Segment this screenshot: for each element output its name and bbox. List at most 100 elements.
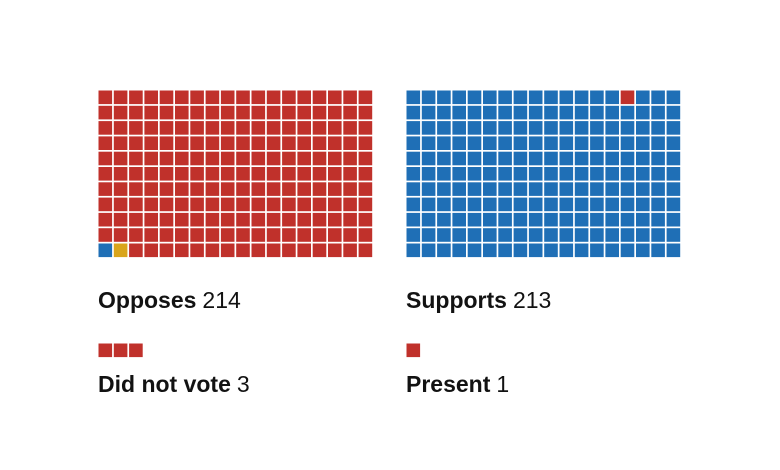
supports-vote-square xyxy=(574,105,589,120)
opposes-count: 214 xyxy=(202,287,241,313)
supports-vote-square xyxy=(590,151,604,166)
supports-vote-square xyxy=(437,121,451,135)
supports-vote-square xyxy=(574,212,589,227)
opposes-vote-square xyxy=(297,228,311,242)
opposes-vote-square xyxy=(98,243,113,258)
supports-vote-square xyxy=(406,243,421,258)
supports-vote-square xyxy=(574,136,589,150)
opposes-vote-square xyxy=(175,243,189,258)
supports-vote-square xyxy=(452,243,466,258)
opposes-vote-square xyxy=(328,121,342,135)
present-label: Present 1 xyxy=(406,370,509,398)
opposes-vote-square xyxy=(266,167,281,181)
opposes-vote-square xyxy=(220,182,235,196)
supports-vote-square xyxy=(544,243,558,258)
opposes-vote-square xyxy=(159,136,174,150)
supports-vote-square xyxy=(666,121,681,135)
supports-vote-square xyxy=(574,90,589,105)
opposes-vote-square xyxy=(251,243,266,258)
supports-label: Supports 213 xyxy=(406,286,551,314)
opposes-vote-square xyxy=(358,136,373,150)
opposes-vote-square xyxy=(205,243,220,258)
opposes-vote-square xyxy=(220,167,235,181)
supports-vote-square xyxy=(467,228,482,242)
opposes-vote-square xyxy=(144,121,158,135)
opposes-vote-square xyxy=(328,228,342,242)
opposes-vote-square xyxy=(328,105,342,120)
supports-vote-square xyxy=(452,197,466,212)
opposes-vote-square xyxy=(98,167,113,181)
supports-vote-square xyxy=(528,136,543,150)
supports-vote-square xyxy=(544,90,558,105)
supports-vote-square xyxy=(406,167,421,181)
opposes-vote-square xyxy=(358,228,373,242)
supports-vote-square xyxy=(483,105,497,120)
opposes-vote-square xyxy=(358,243,373,258)
supports-vote-square xyxy=(636,121,650,135)
did-not-vote-square xyxy=(129,343,143,358)
opposes-vote-square xyxy=(113,90,128,105)
opposes-vote-square xyxy=(98,182,113,196)
supports-vote-square xyxy=(544,182,558,196)
supports-vote-square xyxy=(467,136,482,150)
supports-vote-square xyxy=(437,243,451,258)
supports-vote-square xyxy=(513,167,528,181)
opposes-vote-square xyxy=(175,151,189,166)
opposes-vote-square xyxy=(190,136,204,150)
supports-vote-square xyxy=(513,212,528,227)
supports-vote-square xyxy=(421,167,436,181)
supports-vote-square xyxy=(467,151,482,166)
supports-vote-square xyxy=(636,243,650,258)
supports-vote-square xyxy=(421,136,436,150)
supports-vote-square xyxy=(437,136,451,150)
opposes-vote-square xyxy=(343,228,357,242)
supports-vote-square xyxy=(605,212,619,227)
opposes-vote-square xyxy=(328,212,342,227)
supports-vote-square xyxy=(620,136,635,150)
opposes-vote-square xyxy=(251,90,266,105)
opposes-vote-square xyxy=(175,167,189,181)
supports-vote-square xyxy=(636,197,650,212)
supports-vote-square xyxy=(590,212,604,227)
supports-vote-square xyxy=(605,228,619,242)
supports-vote-square xyxy=(498,212,512,227)
supports-vote-square xyxy=(559,212,574,227)
supports-vote-square xyxy=(498,121,512,135)
supports-vote-square xyxy=(605,90,619,105)
supports-vote-square xyxy=(528,197,543,212)
opposes-vote-square xyxy=(144,167,158,181)
supports-vote-square xyxy=(437,182,451,196)
opposes-vote-square xyxy=(220,136,235,150)
opposes-vote-square xyxy=(282,243,296,258)
opposes-vote-square xyxy=(113,243,128,258)
supports-vote-square xyxy=(605,105,619,120)
opposes-vote-square xyxy=(328,167,342,181)
opposes-vote-square xyxy=(282,212,296,227)
opposes-vote-square xyxy=(129,105,143,120)
opposes-vote-square xyxy=(282,182,296,196)
opposes-vote-square xyxy=(251,228,266,242)
opposes-vote-square xyxy=(159,228,174,242)
opposes-vote-square xyxy=(205,197,220,212)
present-square xyxy=(406,343,421,358)
supports-vote-square xyxy=(467,182,482,196)
supports-vote-square xyxy=(666,167,681,181)
opposes-vote-square xyxy=(236,228,250,242)
supports-vote-square xyxy=(406,151,421,166)
supports-vote-square xyxy=(574,121,589,135)
supports-vote-square xyxy=(406,121,421,135)
opposes-vote-square xyxy=(159,90,174,105)
opposes-vote-square xyxy=(113,136,128,150)
supports-vote-square xyxy=(620,121,635,135)
opposes-vote-square xyxy=(159,121,174,135)
opposes-vote-square xyxy=(358,182,373,196)
opposes-vote-square xyxy=(159,167,174,181)
supports-vote-square xyxy=(513,90,528,105)
opposes-vote-square xyxy=(251,121,266,135)
opposes-vote-square xyxy=(129,228,143,242)
supports-vote-square xyxy=(421,105,436,120)
opposes-vote-square xyxy=(358,197,373,212)
opposes-vote-square xyxy=(129,167,143,181)
opposes-vote-square xyxy=(297,151,311,166)
opposes-vote-square xyxy=(358,105,373,120)
